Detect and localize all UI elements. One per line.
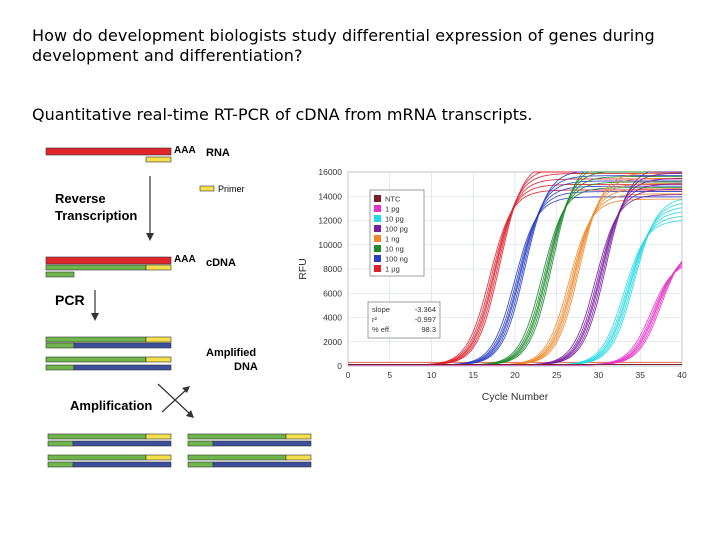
amplified-dna-bottom <box>47 433 312 468</box>
x-tick-label: 0 <box>346 370 351 380</box>
x-tick-label: 5 <box>387 370 392 380</box>
pcr-arrowhead <box>91 313 99 321</box>
amplified-dna-top <box>45 336 172 371</box>
legend-swatch <box>374 215 381 222</box>
primer-legend-swatch <box>199 185 215 192</box>
x-tick-label: 35 <box>636 370 646 380</box>
legend-swatch <box>374 255 381 262</box>
x-tick-label: 25 <box>552 370 562 380</box>
cdna-primer <box>145 264 172 271</box>
x-tick-label: 40 <box>677 370 687 380</box>
x-tick-label: 20 <box>510 370 520 380</box>
y-tick-label: 8000 <box>323 264 342 274</box>
x-tick-label: 10 <box>427 370 437 380</box>
rna-strand <box>45 147 172 156</box>
y-tick-label: 12000 <box>318 216 342 226</box>
amplification-plot: 0 2000 4000 6000 8000 10000 12000 14000 16000 0 5 1… <box>290 160 710 420</box>
amplified-label-line2: DNA <box>234 361 258 373</box>
stats-box <box>367 301 441 339</box>
y-tick-label: 2000 <box>323 337 342 347</box>
y-axis-label: RFU <box>297 258 309 280</box>
primer-bound <box>145 156 172 163</box>
rna-label: RNA <box>206 147 230 159</box>
y-tick-label: 16000 <box>318 167 342 177</box>
cdna-fragment <box>45 271 75 278</box>
legend-swatch <box>374 225 381 232</box>
rt-label-line2: Transcription <box>55 208 138 223</box>
legend-swatch <box>374 235 381 242</box>
amplification-plot-svg: 0 2000 4000 6000 8000 10000 12000 14000 16000 0 5 1… <box>297 167 687 403</box>
stats-value: -3.364 <box>415 305 436 314</box>
y-tick-label: 6000 <box>323 288 342 298</box>
legend-label: NTC <box>385 195 401 204</box>
legend-label: 100 ng <box>385 255 408 264</box>
amplification-label: Amplification <box>70 398 153 413</box>
legend-swatch <box>374 245 381 252</box>
stats-value: -0.997 <box>415 315 436 324</box>
y-tick-label: 14000 <box>318 191 342 201</box>
legend-label: 100 pg <box>385 225 408 234</box>
slide-answer: Quantitative real-time RT-PCR of cDNA fr… <box>32 105 533 124</box>
cdna-strand <box>45 264 147 271</box>
legend-swatch <box>374 265 381 272</box>
rt-pcr-diagram: AAA RNA Primer Reverse Transcription AAA… <box>0 0 330 540</box>
aaa-tail-top: AAA <box>174 145 196 156</box>
cdna-label: cDNA <box>206 257 236 269</box>
legend-swatch <box>374 205 381 212</box>
legend-label: 1 µg <box>385 265 400 274</box>
pcr-label: PCR <box>55 292 85 308</box>
stats-label: r² <box>372 315 377 324</box>
rt-label-line1: Reverse <box>55 191 106 206</box>
y-tick-label: 0 <box>337 361 342 371</box>
y-tick-label: 10000 <box>318 240 342 250</box>
stats-value: 98.3 <box>421 325 436 334</box>
stats-label: slope <box>372 305 390 314</box>
rna-template <box>45 256 172 265</box>
stats-label: % eff. <box>372 325 391 334</box>
amplified-label-line1: Amplified <box>206 347 257 359</box>
x-tick-label: 30 <box>594 370 604 380</box>
aaa-tail-mid: AAA <box>174 254 196 265</box>
amplification-arrow-2 <box>161 389 187 413</box>
slide-question: How do development biologists study diff… <box>32 26 655 65</box>
rt-pcr-diagram-graphic <box>45 147 312 468</box>
rt-arrowhead <box>146 233 154 241</box>
x-tick-label: 15 <box>469 370 479 380</box>
amplification-arrow-1 <box>157 383 191 415</box>
legend-label: 10 ng <box>385 245 404 254</box>
legend-label: 10 pg <box>385 215 404 224</box>
legend-label: 1 pg <box>385 205 400 214</box>
primer-label: Primer <box>218 184 245 194</box>
y-tick-label: 4000 <box>323 313 342 323</box>
legend-swatch <box>374 195 381 202</box>
x-axis-label: Cycle Number <box>482 391 549 403</box>
legend-label: 1 ng <box>385 235 400 244</box>
